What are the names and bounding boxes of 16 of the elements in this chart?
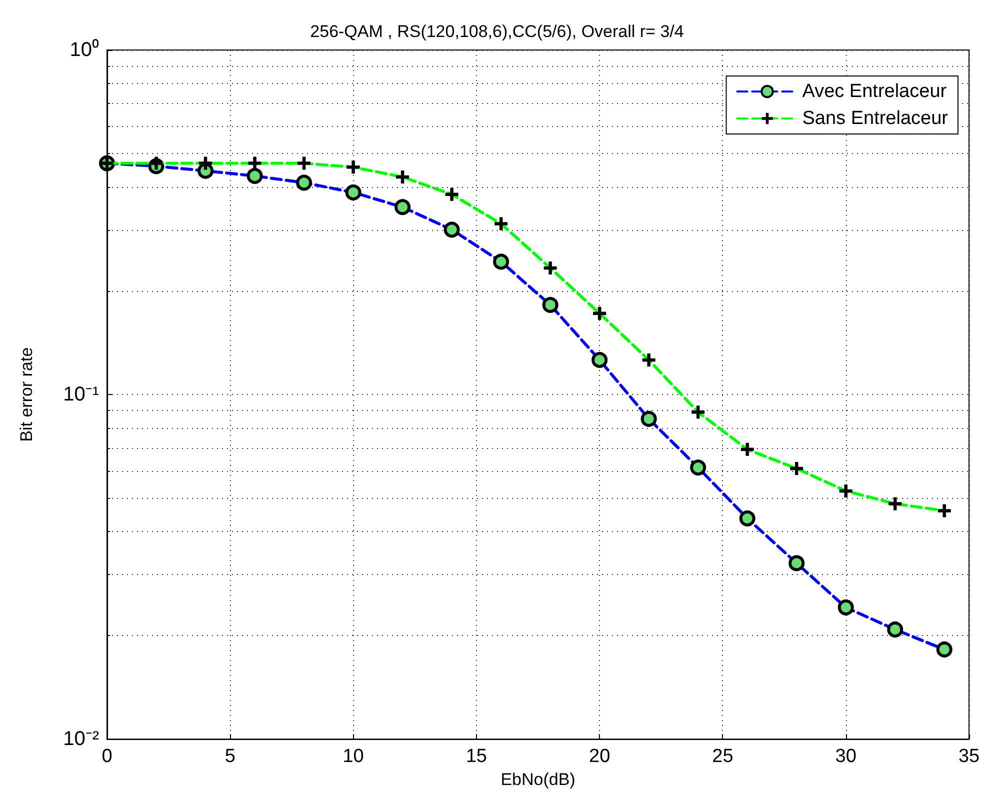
x-tick-label: 35 (958, 746, 980, 768)
y-tick-label: 10⁻² (63, 728, 100, 750)
x-tick-label: 30 (835, 746, 856, 768)
legend-label: Sans Entrelaceur (802, 108, 949, 129)
x-tick-label: 15 (466, 746, 487, 768)
x-tick-label: 20 (589, 746, 610, 768)
chart-title: 256-QAM , RS(120,108,6),CC(5/6), Overall r= 3/4 (310, 22, 684, 41)
legend-label: Avec Entrelaceur (802, 81, 948, 102)
x-tick-label: 25 (712, 746, 734, 768)
x-tick-label: 10 (342, 746, 364, 768)
y-tick-label: 10⁰ (70, 38, 99, 61)
x-tick-label: 0 (102, 746, 112, 768)
y-tick-label: 10⁻¹ (63, 384, 100, 406)
x-axis-title: EbNo(dB) (500, 770, 576, 789)
y-axis-title: Bit error rate (17, 347, 36, 442)
x-tick-label: 5 (224, 746, 236, 768)
